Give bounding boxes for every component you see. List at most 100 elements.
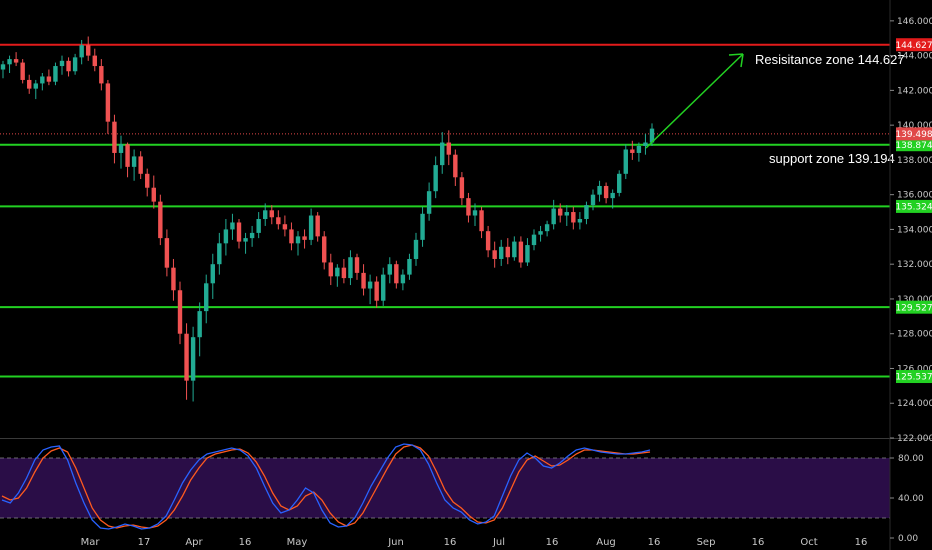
candle-body — [610, 192, 615, 199]
candle — [538, 225, 543, 242]
candle — [145, 168, 150, 197]
candle — [112, 114, 117, 164]
price-tick-label: 134.000 — [897, 225, 932, 235]
price-tick-label: 126.000 — [897, 364, 932, 374]
candle — [171, 258, 176, 301]
candle-body — [459, 177, 465, 199]
last-price-tag-text: 139.498 — [895, 130, 932, 140]
level-price-tag: 125.537 — [895, 370, 932, 384]
level-price-tag: 138.874 — [895, 138, 932, 152]
candle-body — [525, 245, 530, 263]
price-axis[interactable]: 146.000 144.000 142.000 140.000 138.000 136.0… — [889, 0, 932, 550]
date-tick-label: 17 — [138, 537, 151, 548]
level-price-tag: 129.527 — [895, 300, 932, 314]
candle — [138, 151, 143, 180]
level-tag-text: 135.324 — [895, 203, 932, 213]
candle — [590, 189, 596, 211]
candle-body — [558, 208, 563, 216]
candle-body — [335, 267, 340, 277]
candle-body — [158, 201, 163, 239]
candle-body — [66, 60, 71, 72]
candle — [269, 205, 274, 225]
candle — [105, 79, 111, 134]
candle — [610, 189, 615, 209]
candle-body — [518, 241, 524, 263]
date-tick-label: 16 — [648, 537, 661, 548]
horizontal-levels[interactable] — [0, 43, 890, 378]
candle-body — [13, 59, 19, 63]
candle — [20, 59, 25, 84]
candle — [217, 232, 222, 275]
candle — [426, 182, 432, 221]
candle-body — [0, 64, 6, 70]
candle-body — [485, 231, 491, 251]
candle — [623, 144, 628, 180]
level-tag-background — [896, 138, 932, 152]
candle-body — [394, 264, 399, 284]
candle — [86, 36, 91, 61]
candle-body — [643, 142, 648, 146]
candle-body — [440, 142, 445, 166]
candle — [472, 203, 478, 226]
candle — [46, 69, 52, 86]
candle — [525, 238, 530, 266]
candle-body — [577, 219, 583, 223]
candle — [99, 59, 104, 91]
candle-body — [538, 231, 543, 235]
level-tag-text: 129.527 — [895, 303, 932, 313]
candle — [341, 258, 347, 284]
candle — [322, 231, 327, 270]
candle-body — [145, 173, 150, 188]
candle-body — [302, 236, 307, 240]
candle-body — [597, 185, 602, 195]
candle-body — [446, 142, 451, 155]
candle-body — [387, 264, 392, 275]
candle-body — [590, 194, 596, 206]
candle-body — [243, 238, 248, 242]
candle-body — [361, 272, 366, 289]
candle — [328, 253, 333, 286]
candle-body — [112, 121, 117, 153]
candle-body — [308, 215, 314, 240]
candle — [0, 60, 6, 79]
candle — [131, 149, 137, 181]
projection-arrow[interactable] — [645, 53, 744, 149]
candle-body — [453, 154, 458, 178]
candle-body — [177, 290, 183, 334]
candle-body — [466, 198, 471, 216]
candle — [302, 229, 307, 249]
date-tick-label: 16 — [855, 537, 868, 548]
candle — [531, 229, 537, 251]
candle-body — [636, 146, 642, 153]
candle-body — [118, 144, 124, 153]
candle-body — [151, 187, 156, 202]
candle-body — [40, 76, 45, 84]
candle-body — [33, 83, 38, 89]
candle-body — [131, 156, 137, 167]
date-tick-label: Mar — [81, 537, 101, 548]
stoch-k-line — [1, 443, 651, 530]
candle — [518, 236, 524, 268]
projection-arrow-line[interactable] — [645, 53, 744, 149]
candle — [151, 175, 156, 209]
candle — [485, 225, 491, 258]
last-price-tag-background — [896, 127, 932, 141]
candle-body — [125, 144, 130, 167]
candle — [492, 241, 497, 268]
support-zone-annotation: support zone 139.194 — [769, 151, 895, 166]
candle-body — [617, 173, 622, 193]
candle-body — [407, 258, 412, 275]
candle-body — [269, 210, 274, 218]
candle-body — [86, 45, 91, 56]
candle-body — [46, 76, 52, 82]
candle — [584, 201, 589, 225]
candle — [295, 231, 301, 256]
oscillator-tick-label: 40.00 — [898, 494, 924, 504]
candle — [190, 326, 196, 402]
candle-body — [256, 219, 261, 233]
time-axis[interactable]: Mar 17 Apr 16 May Jun 16 Jul 16 Aug 16 Sep 16 Oct 16 — [81, 537, 868, 548]
candle-body — [374, 281, 379, 301]
candle-body — [210, 264, 215, 284]
candle — [407, 253, 412, 280]
